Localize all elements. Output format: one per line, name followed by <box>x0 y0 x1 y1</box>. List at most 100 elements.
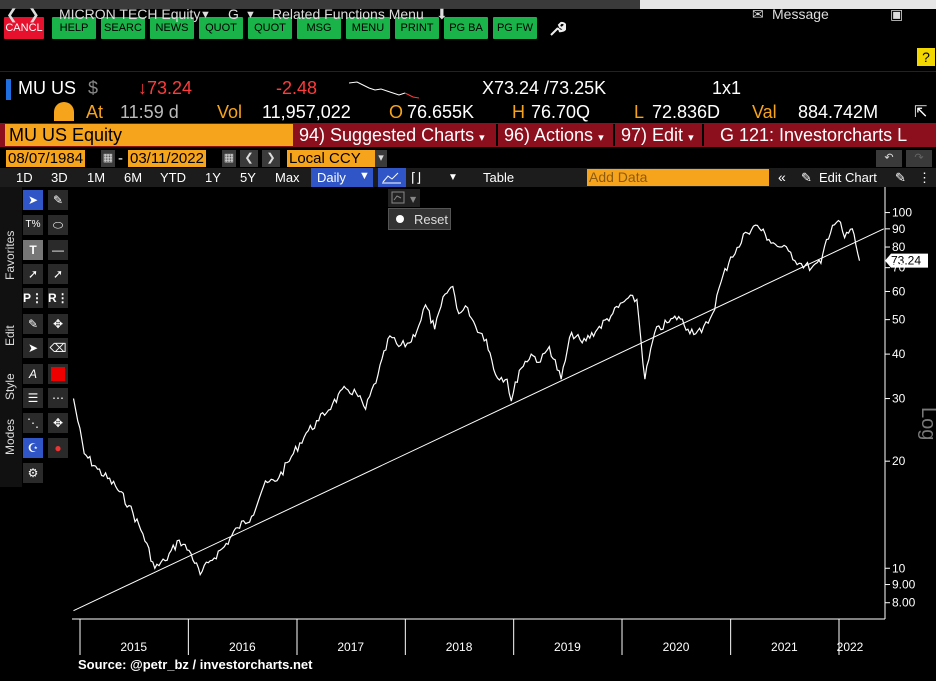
chart-type-dropdown[interactable]: ▼ <box>388 189 420 207</box>
chevron-down-icon[interactable]: ▼ <box>245 9 256 21</box>
back-arrow-icon[interactable]: ❮ <box>6 6 18 22</box>
move-icon[interactable]: ✥ <box>48 314 68 334</box>
x-tick-label: 2015 <box>120 640 147 654</box>
start-date-field[interactable]: 08/07/1984 <box>6 150 86 167</box>
range-5y[interactable]: 5Y <box>240 170 256 185</box>
x-tick-label: 2020 <box>663 640 690 654</box>
print-key[interactable]: PRINT <box>395 17 439 39</box>
settings-icon[interactable]: ✎ <box>895 170 906 185</box>
function-mode[interactable]: G <box>228 6 239 22</box>
line-chart-type-button[interactable] <box>378 168 406 187</box>
bar-chart-type-icon[interactable]: ⌈⌋ <box>411 170 422 185</box>
cancel-key[interactable]: CANCL <box>4 17 44 39</box>
line-style-icon[interactable]: ⋯ <box>48 388 68 408</box>
news-key[interactable]: NEWS <box>150 17 194 39</box>
at-label: At <box>86 102 104 122</box>
x-tick-label: 2022 <box>837 640 864 654</box>
security-selector[interactable]: MICRON TECH Equity <box>59 6 201 22</box>
svg-text:▼: ▼ <box>410 195 417 204</box>
line-weight-icon[interactable]: ☰ <box>23 388 43 408</box>
calendar-icon[interactable]: ▦ <box>222 150 236 167</box>
range-3d[interactable]: 3D <box>51 170 68 185</box>
frequency-selector[interactable]: Daily ▼ <box>311 168 373 187</box>
range-1d[interactable]: 1D <box>16 170 33 185</box>
range-max[interactable]: Max <box>275 170 300 185</box>
help-key[interactable]: HELP <box>52 17 96 39</box>
gear-icon[interactable]: ⚙ <box>23 463 43 483</box>
page-forward-key[interactable]: PG FW <box>493 17 537 39</box>
price-series-line <box>72 219 861 577</box>
horizontal-line-icon[interactable]: — <box>48 240 68 260</box>
wrench-icon[interactable] <box>548 20 567 43</box>
cursor-tool-icon[interactable]: ➤ <box>23 190 43 210</box>
collapse-panel-icon[interactable]: « <box>778 169 786 185</box>
x-tick-label: 2017 <box>337 640 364 654</box>
search-key[interactable]: SEARC <box>101 17 145 39</box>
ray-line-icon[interactable]: ➚ <box>48 264 68 284</box>
source-note: Source: @petr_bz / investorcharts.net <box>78 657 313 672</box>
ellipse-tool-icon[interactable]: ⬭ <box>48 215 68 235</box>
net-change: -2.48 <box>276 78 318 98</box>
help-question-icon[interactable]: ? <box>917 48 935 66</box>
open-label: O <box>389 102 404 122</box>
menu-divider <box>613 124 615 146</box>
color-dots-icon[interactable]: ● <box>48 438 68 458</box>
y-tick-label: 8.00 <box>892 596 916 610</box>
pencil-draw-icon[interactable]: ✎ <box>48 190 68 210</box>
previous-period-icon[interactable]: ❮ <box>240 150 258 167</box>
add-data-input[interactable]: Add Data <box>587 169 769 186</box>
page-back-key[interactable]: PG BA <box>444 17 488 39</box>
redo-icon[interactable]: ↷ <box>906 150 932 167</box>
expand-icon[interactable]: ⇱ <box>914 104 928 121</box>
quote-key[interactable]: QUOT <box>199 17 243 39</box>
message-button[interactable]: Message <box>772 6 829 22</box>
menu-key[interactable]: MENU <box>346 17 390 39</box>
chevron-down-icon[interactable]: ▼ <box>200 9 211 21</box>
range-ytd[interactable]: YTD <box>160 170 186 185</box>
value-label: Val <box>752 102 777 122</box>
y-tick-label: 100 <box>892 206 912 220</box>
chevron-down-icon[interactable]: ▾ <box>375 150 387 167</box>
currency: $ <box>88 78 99 98</box>
msg-key[interactable]: MSG <box>297 17 341 39</box>
r-tool-icon[interactable]: R⋮ <box>48 288 69 308</box>
range-1m[interactable]: 1M <box>87 170 106 185</box>
anchor-point-icon[interactable]: ✥ <box>48 413 68 433</box>
quote2-key[interactable]: QUOT <box>248 17 292 39</box>
p-tool-icon[interactable]: P⋮ <box>23 288 43 308</box>
double-chevron-icon: ⬇ <box>436 6 448 22</box>
trend-line-icon[interactable]: ➚ <box>23 264 43 284</box>
last-price-marker <box>885 253 928 268</box>
reset-button[interactable]: Reset <box>388 208 451 230</box>
trash-icon[interactable]: ⌫ <box>48 338 68 358</box>
pointer-plus-icon[interactable]: ➤ <box>23 338 43 358</box>
table-button[interactable]: Table <box>483 170 515 185</box>
more-icon[interactable]: ⋮ <box>918 170 931 185</box>
forward-arrow-icon[interactable]: ❯ <box>28 6 40 22</box>
help-icon[interactable]: ▣ <box>890 6 904 22</box>
magnet-icon[interactable]: ☪ <box>23 438 43 458</box>
actions-menu[interactable]: 96) Actions ▾ <box>504 125 604 145</box>
y-tick-label: 60 <box>892 284 906 298</box>
range-6m[interactable]: 6M <box>124 170 143 185</box>
calendar-icon[interactable]: ▦ <box>101 150 115 167</box>
edit-menu[interactable]: 97) Edit ▾ <box>621 125 694 145</box>
percent-text-icon[interactable]: T% <box>23 215 43 235</box>
edit-label: 97) Edit <box>621 125 684 145</box>
related-functions-menu[interactable]: Related Functions Menu <box>272 6 424 22</box>
undo-icon[interactable]: ↶ <box>876 150 902 167</box>
security-title[interactable]: MU US Equity <box>5 124 293 146</box>
end-date-field[interactable]: 03/11/2022 <box>128 150 206 167</box>
edit-chart-button[interactable]: Edit Chart <box>819 170 877 185</box>
brush-icon[interactable]: ✎ <box>23 314 43 334</box>
chevron-down-icon[interactable]: ▼ <box>448 172 458 183</box>
currency-selector[interactable]: Local CCY <box>287 150 377 167</box>
color-picker-icon[interactable] <box>48 364 68 384</box>
dashed-line-icon[interactable]: ⋱ <box>23 413 43 433</box>
text-tool-icon[interactable]: T <box>23 240 43 260</box>
range-1y[interactable]: 1Y <box>205 170 221 185</box>
suggested-charts-menu[interactable]: 94) Suggested Charts ▾ <box>299 125 485 145</box>
next-period-icon[interactable]: ❯ <box>262 150 280 167</box>
price-chart[interactable]: 2015 2016 2017 2018 2019 2020 2021 2022 73.24 L… <box>0 187 936 681</box>
font-style-icon[interactable]: A <box>23 364 43 384</box>
